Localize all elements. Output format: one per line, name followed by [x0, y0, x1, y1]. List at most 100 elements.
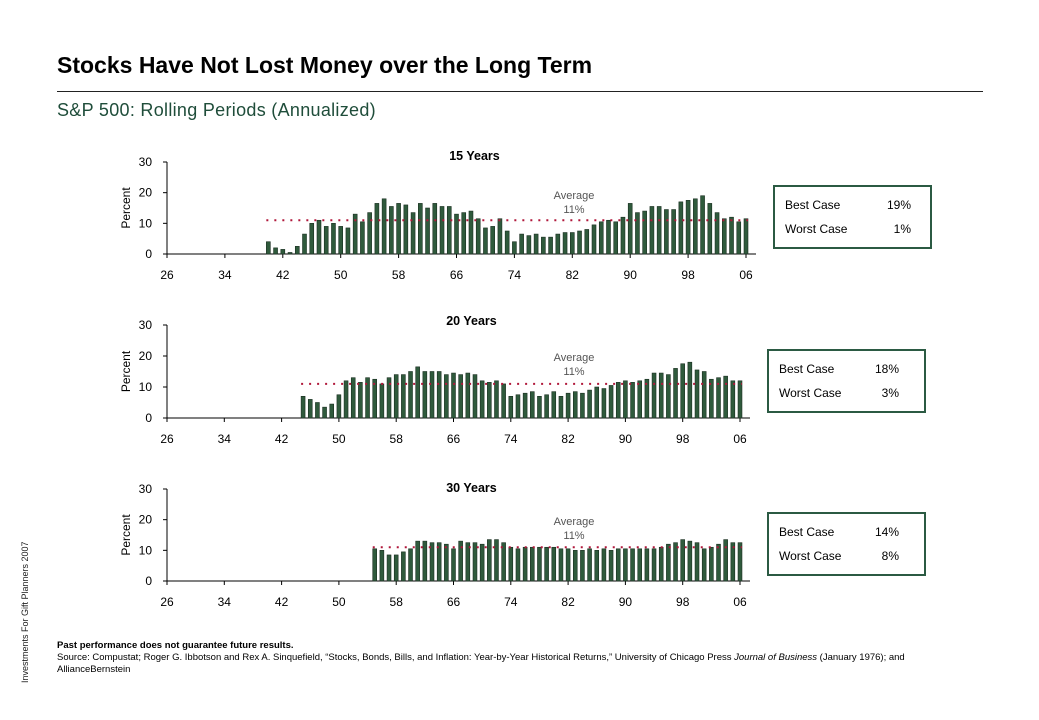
bar: [541, 236, 546, 255]
x-tick-label: 66: [450, 268, 464, 282]
bar: [336, 394, 342, 419]
y-axis-label: Percent: [119, 187, 133, 229]
x-tick-label: 74: [504, 595, 518, 609]
bar: [594, 550, 600, 582]
bar: [494, 539, 499, 582]
bar: [736, 221, 742, 255]
bar: [479, 380, 485, 419]
bar: [591, 224, 597, 255]
bar: [730, 380, 736, 419]
bar: [444, 543, 449, 582]
y-tick-label: 0: [145, 247, 152, 261]
bar: [508, 546, 514, 582]
y-tick-label: 10: [139, 380, 153, 394]
average-label: Average: [554, 352, 595, 364]
bar: [709, 378, 714, 419]
y-axis-label: Percent: [119, 350, 133, 392]
bar: [379, 550, 385, 582]
bar: [526, 235, 532, 255]
bar: [315, 402, 320, 419]
bar: [329, 403, 335, 419]
x-tick-label: 06: [733, 432, 747, 446]
best-case-value: 19%: [886, 198, 911, 212]
bar: [479, 543, 485, 582]
source-note: Source: Compustat; Roger G. Ibbotson and…: [57, 652, 972, 675]
bar: [372, 548, 377, 582]
bar: [504, 230, 510, 255]
bar: [635, 212, 640, 255]
bar: [415, 366, 420, 419]
bar: [594, 386, 600, 419]
bar: [451, 372, 456, 419]
bar: [651, 548, 657, 582]
bar: [307, 399, 313, 419]
best-case-label: Best Case: [785, 198, 841, 212]
bar: [548, 236, 553, 255]
bar: [558, 548, 564, 582]
x-tick-label: 90: [619, 432, 633, 446]
bar: [393, 374, 399, 419]
bar: [649, 206, 655, 255]
bar: [374, 203, 380, 255]
bar: [707, 203, 713, 255]
x-tick-label: 90: [619, 595, 633, 609]
bar: [723, 375, 728, 419]
bar: [425, 207, 430, 255]
chart-title: 20 Years: [446, 314, 497, 328]
bar: [642, 210, 647, 255]
best-case-value: 18%: [874, 362, 899, 376]
x-tick-label: 26: [160, 268, 174, 282]
x-tick-label: 34: [218, 268, 232, 282]
bar: [620, 216, 626, 255]
x-tick-label: 58: [392, 268, 406, 282]
x-tick-label: 66: [447, 432, 461, 446]
bar: [687, 540, 693, 582]
bar: [693, 198, 698, 255]
bar: [266, 241, 271, 255]
bar: [429, 371, 435, 419]
x-tick-label: 90: [624, 268, 638, 282]
y-tick-label: 30: [139, 155, 153, 169]
bar: [565, 392, 571, 419]
bar: [418, 203, 423, 255]
worst-case-label: Worst Case: [779, 386, 842, 400]
bar: [515, 548, 521, 582]
x-tick-label: 50: [334, 268, 348, 282]
bar: [530, 391, 535, 419]
average-value-label: 11%: [563, 366, 584, 378]
y-axis-label: Percent: [119, 514, 133, 556]
bar: [396, 203, 401, 255]
bar: [338, 226, 343, 255]
bar: [403, 204, 409, 255]
bar: [673, 542, 678, 582]
bar: [410, 212, 416, 255]
average-value-label: 11%: [563, 204, 584, 216]
x-tick-label: 74: [508, 268, 522, 282]
bar: [512, 241, 517, 255]
bar: [737, 542, 743, 582]
source-prefix: Source: Compustat; Roger G. Ibbotson and…: [57, 652, 735, 663]
bar: [701, 371, 707, 419]
bar: [487, 539, 492, 582]
bar: [309, 223, 315, 255]
bar: [436, 542, 442, 582]
bar: [623, 548, 628, 582]
bar: [627, 203, 633, 255]
worst-case-value: 1%: [893, 222, 911, 236]
bar: [716, 377, 721, 419]
x-tick-label: 34: [218, 595, 232, 609]
bar: [350, 377, 356, 419]
bar: [360, 221, 365, 255]
bar: [408, 371, 413, 419]
bar: [487, 382, 492, 419]
bar: [671, 209, 676, 255]
x-tick-label: 50: [332, 595, 346, 609]
bar: [343, 380, 349, 419]
y-tick-label: 10: [139, 216, 153, 230]
bar: [680, 539, 685, 582]
bar: [598, 221, 604, 255]
bar: [501, 542, 506, 582]
bar: [656, 206, 662, 255]
bar: [558, 395, 564, 419]
x-tick-label: 26: [160, 432, 174, 446]
